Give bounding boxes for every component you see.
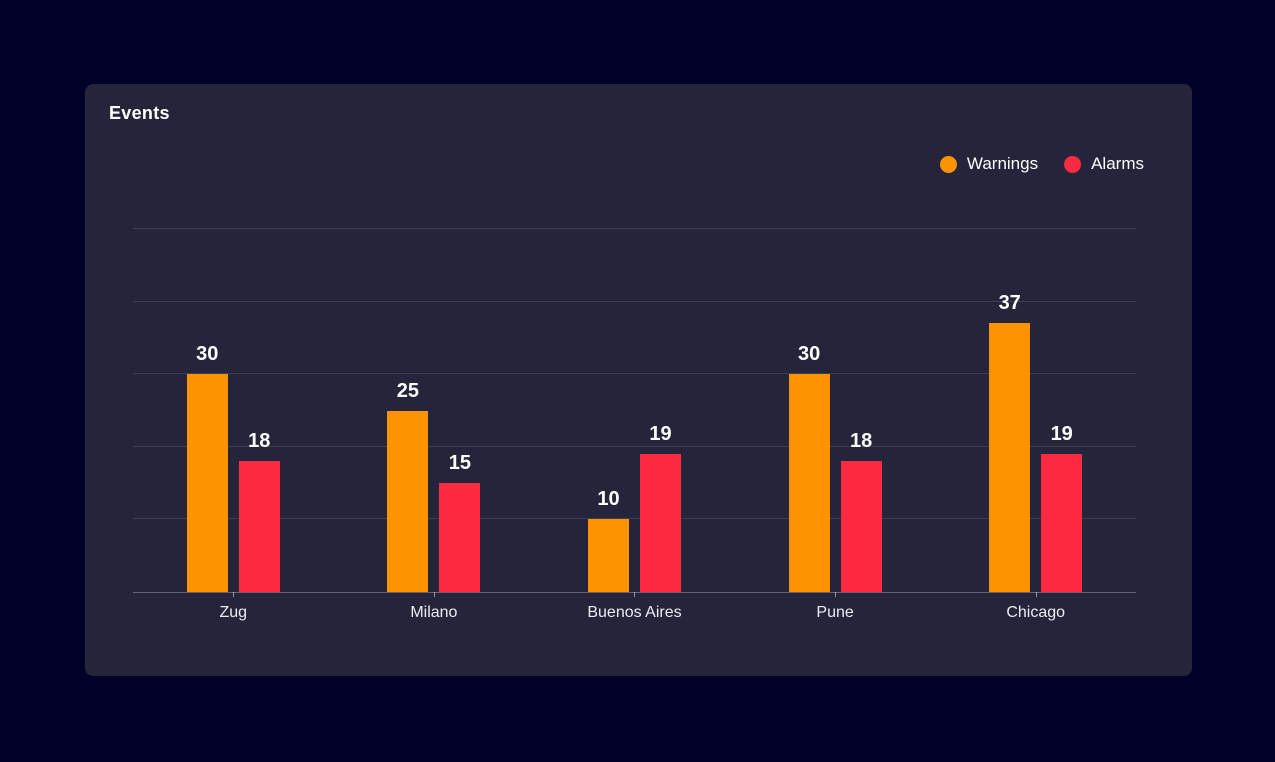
chart-title: Events bbox=[109, 103, 170, 123]
gridline-10 bbox=[133, 518, 1136, 520]
gridline-40 bbox=[133, 300, 1136, 302]
bar-warnings-zug[interactable]: 30 bbox=[186, 343, 228, 592]
legend-dot-alarms-icon bbox=[1064, 155, 1082, 173]
legend-dot-warnings-icon bbox=[939, 155, 957, 173]
value-label-alarms-zug: 18 bbox=[248, 430, 271, 453]
x-axis-label-chicago: Chicago bbox=[1006, 604, 1066, 621]
x-axis-tick-chicago bbox=[1035, 592, 1037, 597]
bar-alarms-milano[interactable]: 15 bbox=[439, 452, 481, 592]
bar-pair-buenos-aires: 10 19 bbox=[534, 229, 735, 592]
bar-alarms-buenos-aires[interactable]: 19 bbox=[639, 423, 681, 592]
bar-warnings-buenos-aires[interactable]: 10 bbox=[587, 488, 629, 592]
value-label-warnings-milano: 25 bbox=[396, 379, 420, 402]
chart-plot-area: 30 18 Zug 25 15 Milano 10 19 Buenos Aires 30 18 Pun… bbox=[133, 228, 1136, 621]
x-axis-tick-pune bbox=[835, 592, 837, 597]
x-axis-label-milano: Milano bbox=[410, 604, 458, 621]
bar-pair-chicago: 37 19 bbox=[935, 229, 1136, 592]
chart-legend: Warnings Alarms bbox=[939, 154, 1144, 174]
bar-alarms-chicago[interactable]: 19 bbox=[1041, 423, 1083, 592]
legend-label-alarms: Alarms bbox=[1091, 154, 1144, 173]
bar-group-milano: 25 15 Milano bbox=[334, 229, 535, 621]
value-label-alarms-milano: 15 bbox=[448, 452, 472, 475]
x-axis-tick-buenos-aires bbox=[634, 592, 636, 597]
gridline-30 bbox=[133, 373, 1136, 375]
value-label-alarms-buenos-aires: 19 bbox=[649, 423, 672, 446]
bar-group-pune: 30 18 Pune bbox=[735, 229, 936, 621]
value-label-warnings-chicago: 37 bbox=[998, 292, 1021, 315]
bar-group-chicago: 37 19 Chicago bbox=[935, 229, 1136, 621]
gridline-20 bbox=[133, 445, 1136, 447]
x-axis-label-zug: Zug bbox=[219, 604, 248, 621]
x-axis-label-buenos-aires: Buenos Aires bbox=[587, 604, 682, 621]
legend-item-alarms[interactable]: Alarms bbox=[1064, 154, 1144, 174]
value-label-warnings-pune: 30 bbox=[797, 343, 821, 366]
legend-item-warnings[interactable]: Warnings bbox=[939, 154, 1039, 174]
events-card: Events Warnings Alarms 30 18 Zug 25 15 Milano 1… bbox=[85, 84, 1192, 676]
legend-label-warnings: Warnings bbox=[966, 154, 1039, 173]
bar-alarms-pune[interactable]: 18 bbox=[840, 430, 882, 592]
x-axis-tick-zug bbox=[233, 592, 235, 597]
value-label-alarms-chicago: 19 bbox=[1050, 423, 1073, 446]
bar-group-zug: 30 18 Zug bbox=[133, 229, 334, 621]
bar-pair-milano: 25 15 bbox=[334, 229, 535, 592]
value-label-warnings-buenos-aires: 10 bbox=[597, 488, 620, 511]
bar-group-buenos-aires: 10 19 Buenos Aires bbox=[534, 229, 735, 621]
bar-alarms-zug[interactable]: 18 bbox=[238, 430, 280, 592]
x-axis-label-pune: Pune bbox=[816, 604, 854, 621]
value-label-alarms-pune: 18 bbox=[849, 430, 873, 453]
bar-warnings-chicago[interactable]: 37 bbox=[989, 292, 1031, 592]
x-axis-tick-milano bbox=[433, 592, 435, 597]
gridline-50 bbox=[133, 228, 1136, 229]
bar-warnings-milano[interactable]: 25 bbox=[387, 380, 429, 592]
bar-pair-pune: 30 18 bbox=[735, 229, 936, 592]
bar-warnings-pune[interactable]: 30 bbox=[788, 343, 830, 592]
value-label-warnings-zug: 30 bbox=[196, 343, 219, 366]
bar-pair-zug: 30 18 bbox=[133, 229, 334, 592]
